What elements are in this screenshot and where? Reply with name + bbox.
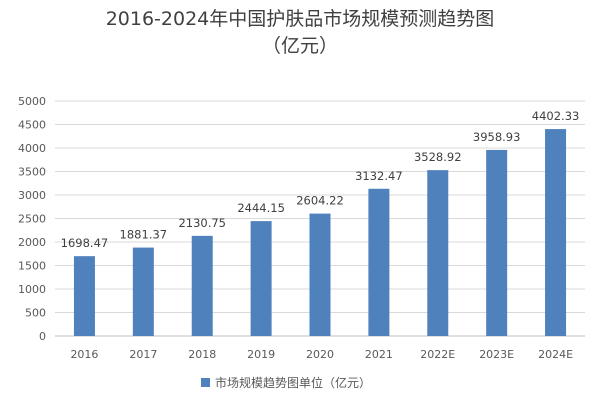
data-label: 3132.47 [355,169,403,183]
x-tick-label: 2018 [188,348,216,361]
y-tick-label: 3500 [18,166,46,179]
data-label: 4402.33 [532,109,580,123]
bar [250,221,272,336]
x-tick-label: 2024E [538,348,573,361]
y-tick-label: 2000 [18,236,46,249]
y-tick-label: 5000 [18,95,46,108]
data-label: 2130.75 [178,216,226,230]
x-tick-label: 2021 [365,348,393,361]
y-tick-label: 2500 [18,213,46,226]
x-tick-label: 2022E [420,348,455,361]
data-label: 3958.93 [473,130,521,144]
y-tick-label: 0 [39,330,46,343]
legend-swatch [201,378,210,387]
chart-title: 2016-2024年中国护肤品市场规模预测趋势图 [106,8,495,30]
y-tick-label: 4500 [18,119,46,132]
bar [191,235,213,336]
x-tick-label: 2019 [247,348,275,361]
bar [368,188,390,336]
data-label: 1881.37 [120,228,168,242]
bar [486,149,508,336]
bar [309,213,331,336]
bar [132,247,154,336]
data-label: 2444.15 [237,201,285,215]
y-tick-label: 500 [25,307,46,320]
bar [545,129,567,336]
bar [73,256,95,336]
x-tick-label: 2020 [306,348,334,361]
x-tick-label: 2017 [129,348,157,361]
data-label: 1698.47 [61,236,109,250]
chart-subtitle: （亿元） [262,35,338,57]
y-tick-label: 3000 [18,189,46,202]
legend-label: 市场规模趋势图单位（亿元） [215,375,371,390]
x-tick-label: 2023E [479,348,514,361]
data-label: 2604.22 [296,194,344,208]
y-tick-label: 1500 [18,260,46,273]
x-tick-label: 2016 [70,348,98,361]
data-label: 3528.92 [414,150,462,164]
bar [427,170,449,336]
y-tick-label: 4000 [18,142,46,155]
y-tick-label: 1000 [18,283,46,296]
legend: 市场规模趋势图单位（亿元） [201,375,371,390]
